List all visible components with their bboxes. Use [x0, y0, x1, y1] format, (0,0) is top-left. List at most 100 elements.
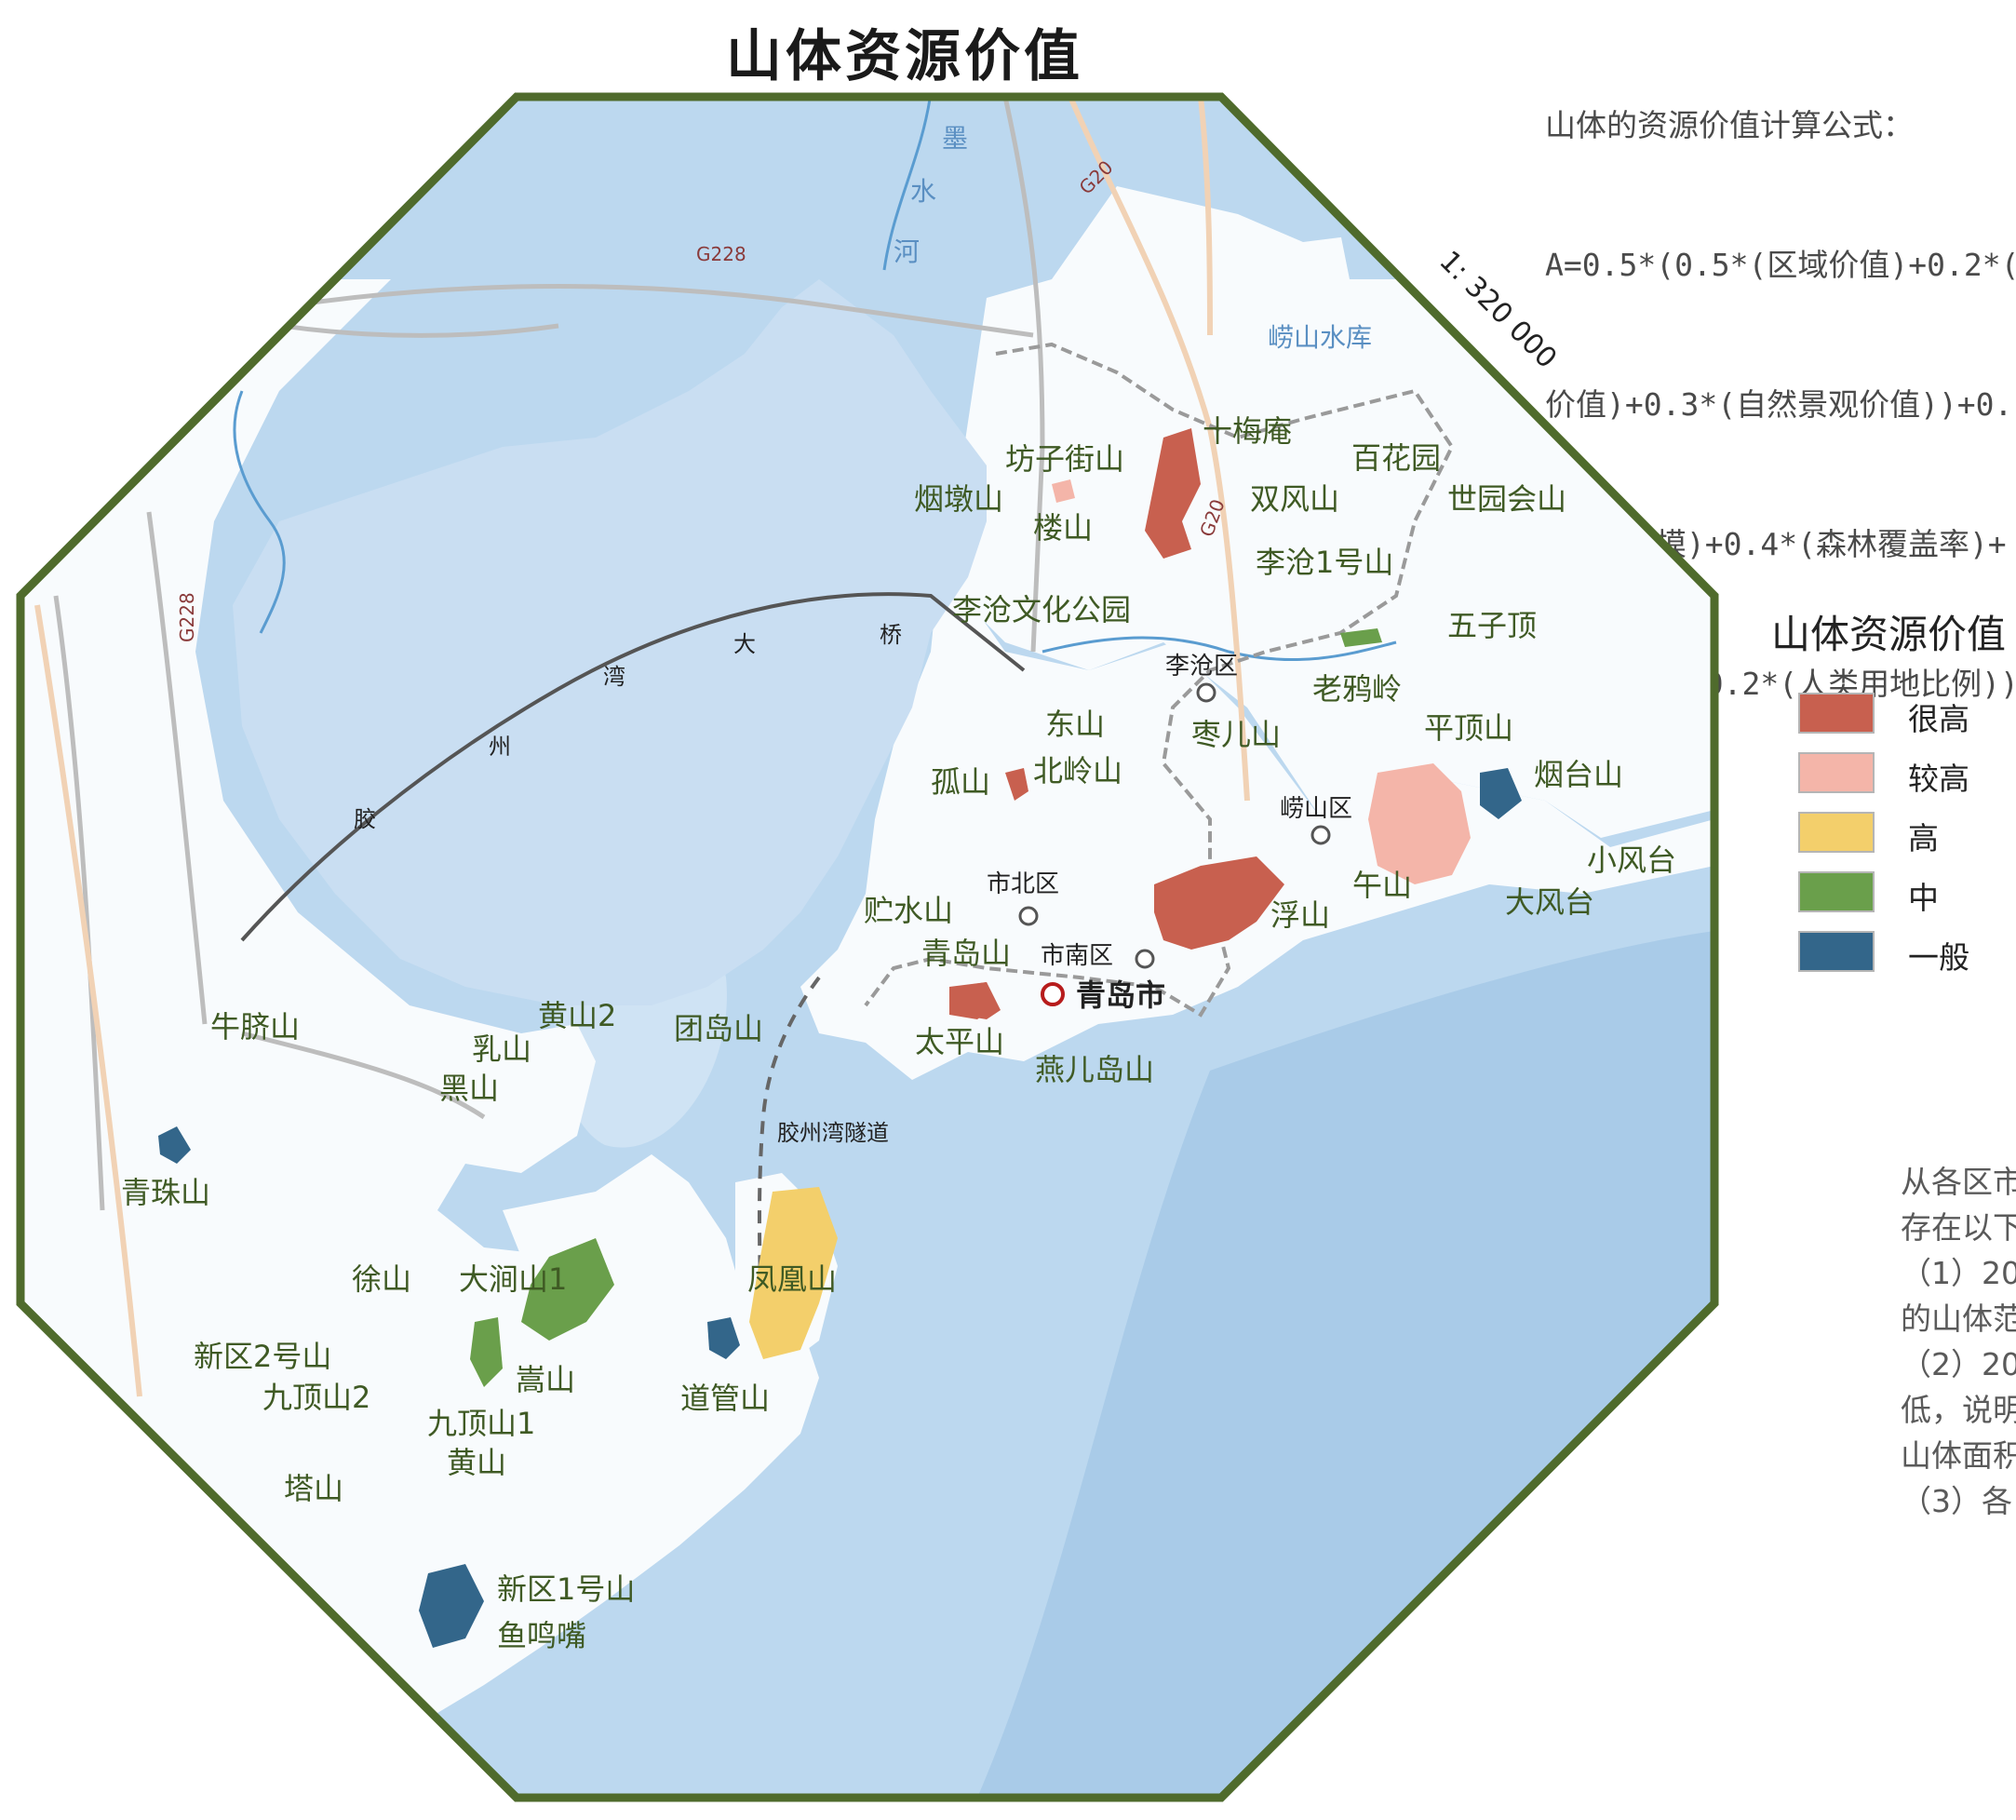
mountain-label: 九顶山2 — [262, 1380, 370, 1415]
mountain-label: 新区1号山 — [497, 1571, 635, 1607]
mountain-label: 黄山2 — [538, 998, 616, 1033]
mountain-label: 坊子街山 — [1005, 441, 1124, 477]
mountain-pink-big — [1368, 763, 1471, 884]
mountain-fenghuang — [749, 1187, 838, 1359]
water-labels: 墨 水 河 崂山水库 — [894, 123, 1372, 353]
mountain-label: 贮水山 — [864, 893, 953, 928]
legend-swatch — [1798, 871, 1875, 912]
legend-swatch — [1798, 752, 1875, 793]
mountain-label: 新区2号山 — [194, 1339, 331, 1374]
mountain-label: 嵩山 — [516, 1362, 575, 1397]
side-note-line: 山体面积 — [1901, 1437, 2016, 1474]
side-note-line: （3）各 — [1901, 1483, 2012, 1519]
district-label: 市南区 — [1041, 942, 1113, 970]
district-labels: 李沧区 崂山区 市北区 市南区 青岛市 — [987, 653, 1352, 1013]
mountain-label: 九顶山1 — [427, 1406, 535, 1441]
mountain-labels: 十梅庵 百花园 坊子街山 烟墩山 双风山 世园会山 楼山 李沧1号山 李沧文化公… — [121, 413, 1676, 1653]
bridge-label: 州 — [489, 734, 511, 760]
mountain-yantai-blue — [1480, 768, 1522, 819]
licang-marker — [1196, 682, 1216, 703]
legend-label: 较高 — [1908, 761, 1969, 797]
mountain-laoshan-high — [1154, 856, 1284, 950]
river — [882, 97, 933, 271]
mountain-gushan-red — [1005, 768, 1028, 801]
road-label: G228 — [696, 243, 746, 265]
map-frame — [16, 92, 1719, 1802]
land-huangdao — [372, 1154, 819, 1732]
formula-line: A=0.5*(0.5*(区域价值)+0.2*(人 — [1545, 247, 2016, 283]
mountain-label: 浮山 — [1270, 897, 1330, 933]
side-note-line: 从各区市 — [1901, 1164, 2016, 1200]
bridge-label: 桥 — [880, 622, 902, 648]
district-label: 市北区 — [987, 870, 1059, 898]
bridge-label: 胶 — [354, 806, 376, 832]
mountain-daguan-blue — [707, 1317, 740, 1359]
mountain-label: 北岭山 — [1033, 753, 1122, 789]
road-label: G228 — [176, 592, 198, 642]
legend-label: 一般 — [1908, 939, 1969, 976]
mountain-label: 黄山 — [447, 1445, 506, 1480]
mountain-label: 世园会山 — [1447, 481, 1566, 517]
mountain-label: 太平山 — [915, 1024, 1004, 1059]
jiaozhou-bay-tunnel — [757, 976, 821, 1304]
mountain-label: 李沧1号山 — [1256, 545, 1393, 580]
mountain-label: 烟墩山 — [914, 481, 1003, 517]
mountain-shimeian — [1145, 428, 1201, 559]
water-label: 墨 — [942, 123, 968, 154]
bridge-labels: 胶 州 湾 大 桥 胶州湾隧道 — [354, 622, 902, 1146]
district-label: 青岛市 — [1076, 977, 1165, 1013]
legend-label: 中 — [1908, 880, 1939, 916]
side-note-line: 低，说明 — [1901, 1392, 2016, 1428]
legend-label: 很高 — [1908, 701, 1969, 737]
qingdao-marker — [1041, 982, 1065, 1006]
district-markers — [1018, 682, 1331, 1006]
legend-title: 山体资源价值 — [1771, 612, 2007, 657]
mountain-label: 青珠山 — [121, 1175, 210, 1210]
mountain-label: 道管山 — [680, 1381, 770, 1416]
mountain-label: 塔山 — [284, 1471, 343, 1506]
mountain-label: 燕儿岛山 — [1035, 1052, 1154, 1087]
mountain-label: 十梅庵 — [1203, 413, 1292, 449]
legend-swatch — [1798, 931, 1875, 972]
laoshan-marker — [1310, 825, 1331, 845]
mountain-dajian-green — [521, 1238, 614, 1341]
mountain-patches — [158, 428, 1522, 1648]
water-label: 河 — [894, 236, 920, 267]
formula-line: 价值)+0.3*(自然景观价值))+0. — [1545, 386, 2013, 423]
bridge-label: 大 — [733, 631, 756, 657]
mountain-label: 黑山 — [439, 1071, 499, 1106]
river — [1042, 636, 1397, 662]
road-network — [53, 97, 1045, 1211]
legend-label: 高 — [1908, 820, 1939, 856]
mountain-label: 平顶山 — [1424, 710, 1513, 746]
mountain-label: 青岛山 — [921, 936, 1011, 971]
side-note-line: （2）20 — [1901, 1346, 2016, 1382]
mountain-label: 老鸦岭 — [1312, 671, 1402, 707]
mountain-songshan-green — [470, 1317, 503, 1387]
mountain-label: 徐山 — [352, 1261, 411, 1297]
side-notes: 从各区市 存在以下 （1）20 的山体范 （2）20 低，说明 山体面积 （3）… — [1901, 1159, 2016, 1524]
legend-swatch — [1798, 693, 1875, 734]
mountain-xinqu1-blue — [419, 1564, 484, 1648]
mountain-label: 大风台 — [1505, 884, 1594, 920]
land-north — [20, 97, 1714, 838]
mountain-label: 双风山 — [1250, 481, 1339, 517]
formula-line: 山体的资源价值计算公式： — [1545, 107, 1914, 143]
mountain-label: 五子顶 — [1447, 608, 1537, 643]
river — [233, 390, 286, 634]
legend-swatch — [1798, 812, 1875, 853]
mountain-label: 枣儿山 — [1191, 717, 1281, 752]
highway-network — [34, 97, 1250, 1397]
mountain-label: 鱼鸣嘴 — [497, 1618, 586, 1653]
mountain-label: 百花园 — [1351, 440, 1441, 476]
tunnel-label: 胶州湾隧道 — [777, 1120, 889, 1146]
mountain-laoya-green — [1340, 628, 1382, 647]
mountain-label: 大涧山1 — [459, 1261, 567, 1297]
mountain-label: 李沧文化公园 — [952, 592, 1131, 627]
district-label: 李沧区 — [1165, 653, 1238, 681]
page-title: 山体资源价值 — [726, 24, 1083, 89]
mountain-label: 东山 — [1045, 707, 1105, 742]
jiaozhou-bay — [233, 279, 987, 1005]
mountain-label: 团岛山 — [674, 1011, 763, 1046]
